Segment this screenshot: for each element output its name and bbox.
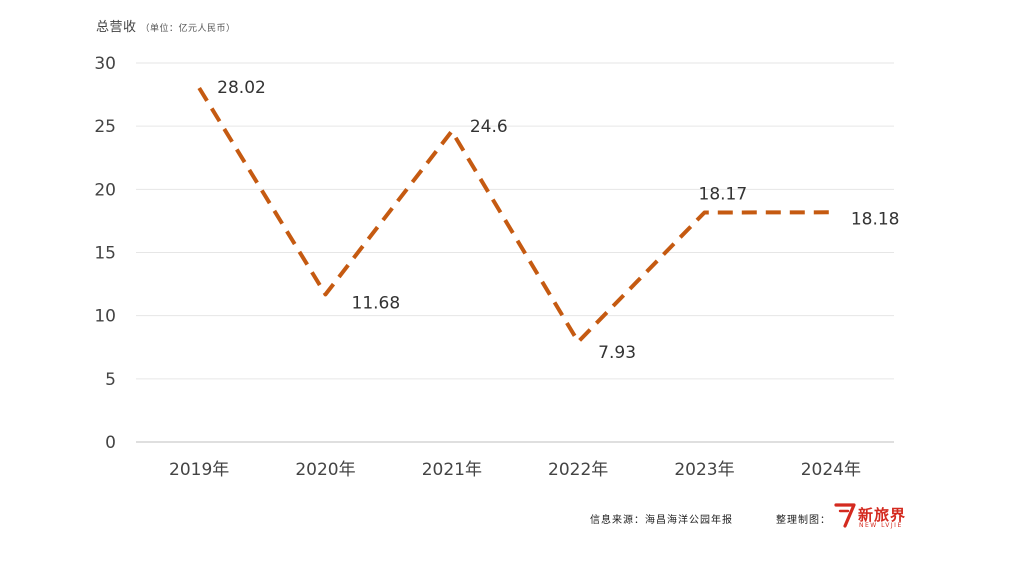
y-axis-ticks: 0 5 10 15 20 25 30 — [94, 54, 116, 453]
data-label: 24.6 — [470, 117, 508, 137]
chart-unit-note: （单位：亿元人民币） — [140, 24, 236, 34]
y-tick-label: 15 — [94, 244, 116, 264]
y-tick-label: 5 — [105, 370, 116, 390]
data-label: 18.18 — [851, 209, 900, 229]
data-label: 7.93 — [598, 343, 636, 363]
x-tick-label: 2020年 — [295, 460, 355, 480]
chart-title: 总营收 — [96, 20, 137, 35]
data-label: 18.17 — [699, 184, 748, 204]
y-tick-label: 30 — [94, 54, 116, 74]
credit-note: 整理制图： — [776, 515, 831, 526]
y-tick-label: 10 — [94, 307, 116, 327]
logo-mark-icon — [834, 503, 856, 528]
data-label: 11.68 — [352, 293, 401, 313]
x-tick-label: 2019年 — [169, 460, 229, 480]
x-tick-label: 2023年 — [674, 460, 734, 480]
logo-subtitle: NEW LVJIE — [859, 522, 903, 529]
series — [197, 86, 831, 344]
y-tick-label: 0 — [105, 433, 116, 453]
gridlines — [136, 62, 894, 443]
logo-name: 新旅界 — [858, 506, 907, 524]
data-labels: 28.02 11.68 24.6 7.93 18.17 18.18 — [217, 78, 899, 363]
y-tick-label: 25 — [94, 117, 116, 137]
brand-logo: 新旅界 NEW LVJIE — [834, 502, 924, 530]
x-tick-label: 2024年 — [801, 460, 861, 480]
x-tick-label: 2021年 — [422, 460, 482, 480]
y-tick-label: 20 — [94, 180, 116, 200]
series-line — [197, 86, 831, 344]
x-tick-label: 2022年 — [548, 460, 608, 480]
x-axis-ticks: 2019年 2020年 2021年 2022年 2023年 2024年 — [169, 460, 861, 480]
source-note: 信息来源：海昌海洋公园年报 — [590, 515, 733, 526]
chart-title-block: 总营收 （单位：亿元人民币） — [96, 16, 236, 35]
data-label: 28.02 — [217, 78, 266, 98]
